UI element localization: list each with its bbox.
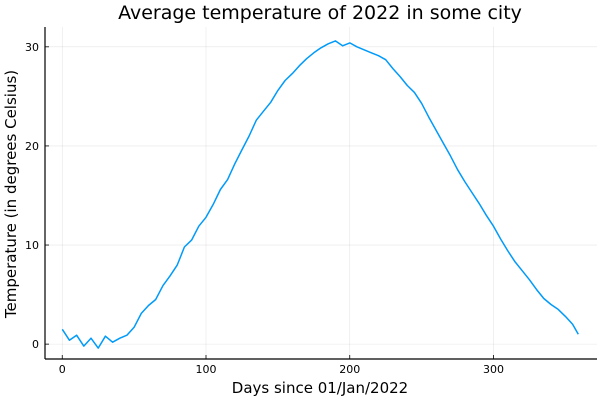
x-axis-label: Days since 01/Jan/2022 (232, 379, 408, 397)
y-tick-label: 20 (25, 140, 39, 153)
y-tick-label: 0 (32, 338, 39, 351)
x-tick-label: 100 (196, 363, 217, 376)
series-layer (61, 40, 579, 349)
y-tick-label: 10 (25, 239, 39, 252)
chart-title: Average temperature of 2022 in some city (118, 2, 522, 24)
x-tick-label: 0 (59, 363, 66, 376)
y-axis-label: Temperature (in degrees Celsius) (2, 70, 20, 319)
x-tick-label: 200 (339, 363, 360, 376)
grid (45, 27, 597, 359)
tick-labels: 0 100 200 300 0 10 20 30 (25, 41, 504, 376)
x-tick-label: 300 (483, 363, 504, 376)
series-line (61, 40, 579, 349)
y-tick-label: 30 (25, 41, 39, 54)
